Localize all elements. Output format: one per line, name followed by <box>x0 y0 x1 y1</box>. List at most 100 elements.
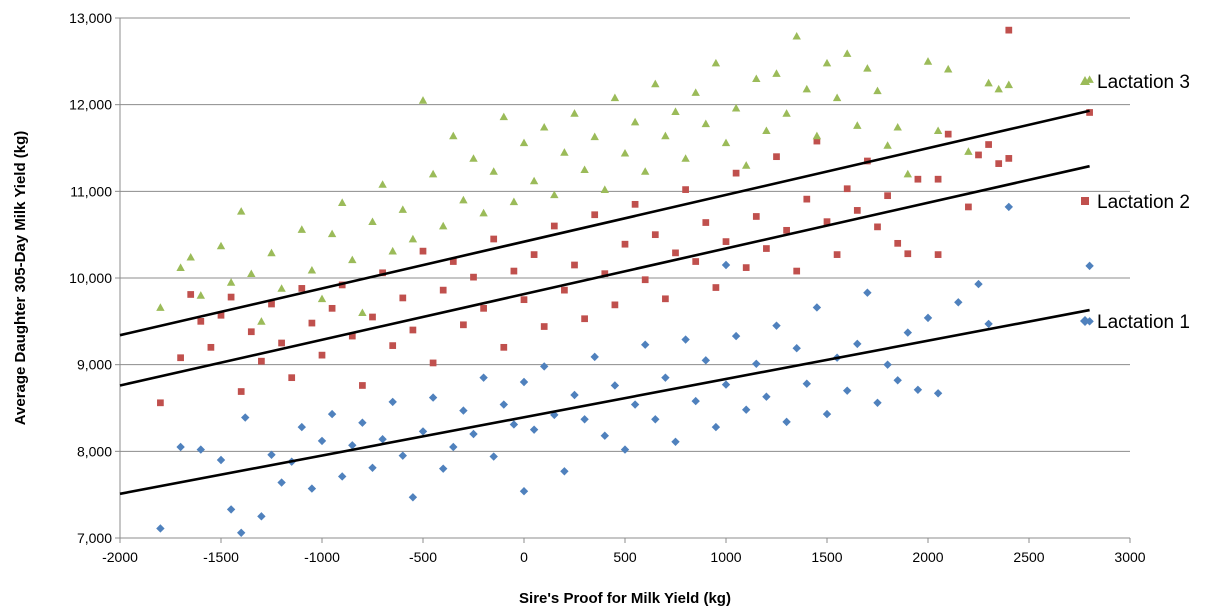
data-point <box>803 195 811 203</box>
data-point <box>853 121 862 129</box>
data-point <box>691 88 700 96</box>
data-point <box>237 388 245 395</box>
data-point <box>560 467 569 476</box>
data-point <box>258 357 265 365</box>
data-point <box>590 132 599 141</box>
data-point <box>550 222 558 230</box>
data-point <box>429 359 437 367</box>
data-point <box>327 409 337 419</box>
data-point <box>428 169 438 178</box>
data-point <box>550 190 559 199</box>
data-point <box>591 211 599 219</box>
x-tick-label: -500 <box>409 549 437 565</box>
data-point <box>1005 155 1013 162</box>
data-point <box>408 493 418 502</box>
data-point <box>802 379 811 388</box>
data-point <box>449 442 458 452</box>
data-point <box>298 285 306 292</box>
data-point <box>540 362 549 371</box>
data-point <box>873 86 882 95</box>
data-point <box>974 279 983 289</box>
data-point <box>226 278 236 286</box>
data-point <box>601 270 609 278</box>
data-point <box>691 396 700 406</box>
data-point <box>731 103 741 112</box>
data-point <box>500 343 508 351</box>
data-point <box>662 295 669 303</box>
data-point <box>954 298 963 307</box>
data-point <box>773 153 780 161</box>
data-point <box>600 185 609 193</box>
data-point <box>813 137 821 145</box>
data-point <box>388 246 397 255</box>
data-point <box>277 478 286 487</box>
data-point <box>651 231 659 239</box>
legend-marker <box>1080 316 1090 326</box>
data-point <box>782 417 791 427</box>
data-point <box>994 84 1003 93</box>
data-point <box>903 169 912 178</box>
data-point <box>651 415 660 424</box>
data-point <box>176 442 185 452</box>
data-point <box>460 321 467 329</box>
data-point <box>944 130 952 138</box>
data-point <box>156 303 165 311</box>
data-point <box>469 429 478 439</box>
data-point <box>631 200 639 208</box>
grid-lines <box>120 17 1130 452</box>
data-point <box>509 197 519 206</box>
data-point <box>843 386 852 395</box>
data-point <box>449 131 458 140</box>
data-point <box>519 487 529 496</box>
data-point <box>348 332 356 340</box>
tick-labels: 7,000 8,000 9,000 10,000 11,000 12,000 13,000 -… <box>69 10 1146 565</box>
data-point <box>419 247 427 255</box>
data-point <box>267 450 276 459</box>
data-point <box>156 524 165 533</box>
data-point <box>489 452 498 461</box>
data-point <box>742 161 751 169</box>
data-point <box>177 354 184 362</box>
data-point <box>519 377 529 387</box>
data-point <box>630 117 640 126</box>
data-point <box>216 241 226 250</box>
data-point <box>722 238 730 245</box>
axes <box>115 17 1131 543</box>
y-tick-label: 12,000 <box>69 97 112 113</box>
data-point <box>389 342 397 349</box>
data-point <box>812 131 822 140</box>
data-point <box>933 126 943 135</box>
data-point <box>317 436 327 446</box>
data-point <box>540 123 549 131</box>
data-point <box>519 138 529 147</box>
data-point <box>176 263 185 271</box>
data-point <box>752 213 760 220</box>
data-point <box>793 267 801 275</box>
data-point <box>802 84 811 93</box>
data-point <box>459 195 468 204</box>
data-point <box>197 317 205 325</box>
data-point <box>762 126 771 135</box>
data-point <box>1086 109 1093 116</box>
series-square <box>157 26 1093 407</box>
data-point <box>499 400 508 409</box>
data-point <box>711 422 721 432</box>
data-point <box>711 58 721 67</box>
data-point <box>873 398 882 407</box>
data-point <box>782 109 791 117</box>
data-point <box>227 293 235 301</box>
data-point <box>418 96 428 104</box>
data-point <box>489 167 498 175</box>
data-point <box>984 319 993 329</box>
data-point <box>913 385 923 394</box>
x-tick-label: -1500 <box>203 549 239 565</box>
data-point <box>884 192 891 200</box>
data-point <box>843 49 852 57</box>
data-point <box>883 141 892 149</box>
data-point <box>721 138 731 147</box>
data-point <box>408 234 418 243</box>
data-point <box>570 390 579 400</box>
data-point <box>772 69 781 77</box>
data-point <box>398 451 407 460</box>
data-point <box>469 154 478 162</box>
